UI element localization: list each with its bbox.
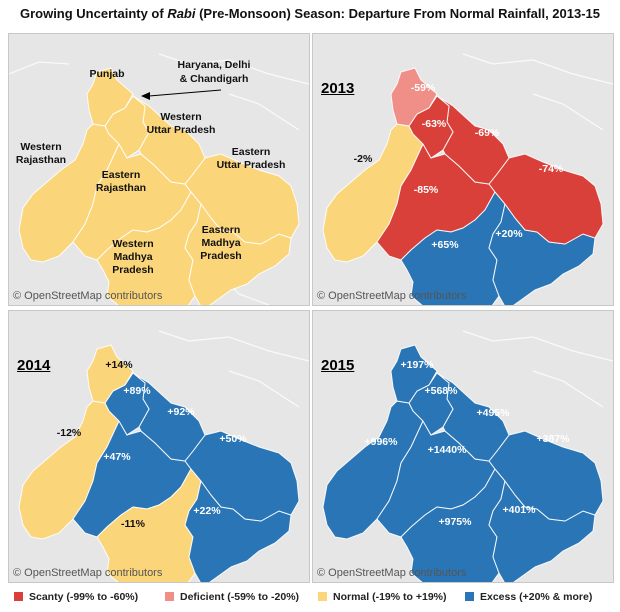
value-emp: +22%	[193, 505, 221, 517]
legend-swatch	[14, 592, 23, 601]
value-eup: +387%	[537, 433, 571, 445]
year-label: 2014	[17, 357, 51, 374]
label-wup-line2: Uttar Pradesh	[147, 124, 216, 136]
value-eraj: +1440%	[428, 444, 467, 456]
legend-swatch	[465, 592, 474, 601]
map-2015: +197% +568% +495% +387% +996% +1440% +97…	[322, 330, 613, 582]
value-wmp: -11%	[121, 518, 146, 530]
chart-title: Growing Uncertainty of Rabi (Pre-Monsoon…	[19, 6, 601, 21]
value-wmp: +65%	[431, 239, 459, 251]
value-haryana: +568%	[425, 385, 459, 397]
legend-item-deficient: Deficient (-59% to -20%)	[165, 591, 299, 603]
label-eraj-line2: Rajasthan	[96, 182, 146, 194]
value-emp: +401%	[503, 504, 537, 516]
label-eraj-line1: Eastern	[102, 169, 141, 181]
panel-2015: +197% +568% +495% +387% +996% +1440% +97…	[312, 310, 614, 583]
value-eraj: -85%	[414, 184, 439, 196]
year-label: 2015	[321, 357, 355, 374]
value-punjab: -59%	[411, 82, 436, 94]
label-haryana-line1: Haryana, Delhi	[178, 59, 251, 71]
value-wup: +495%	[477, 407, 511, 419]
label-emp-line2: Madhya	[201, 237, 240, 249]
year-label: 2013	[321, 80, 355, 97]
panel-2013: -59% -63% -69% -74% -2% -85% +65% +20% 2…	[312, 33, 614, 306]
value-wup: +92%	[167, 406, 195, 418]
value-punjab: +197%	[401, 359, 435, 371]
value-haryana: +89%	[123, 385, 151, 397]
legend-item-excess: Excess (+20% & more)	[465, 591, 592, 603]
map-background-lines	[158, 330, 309, 408]
label-wraj-line1: Western	[20, 141, 61, 153]
value-wmp: +975%	[439, 516, 473, 528]
label-haryana-line2: & Chandigarh	[180, 73, 249, 85]
legend-item-normal: Normal (-19% to +19%)	[318, 591, 447, 603]
map-background-lines	[462, 330, 613, 408]
attribution: © OpenStreetMap contributors	[317, 290, 467, 302]
label-wup-line1: Western	[160, 111, 201, 123]
value-eraj: +47%	[103, 451, 131, 463]
haryana-pointer-arrow	[141, 89, 222, 100]
panel-2014: +14% +89% +92% +50% -12% +47% -11% +22% …	[8, 310, 310, 583]
map-2014: +14% +89% +92% +50% -12% +47% -11% +22%	[18, 330, 309, 582]
value-haryana: -63%	[422, 118, 447, 130]
label-wmp-line1: Western	[112, 238, 153, 250]
value-wraj: +996%	[365, 436, 399, 448]
regions-map: Punjab Haryana, Delhi & Chandigarh Weste…	[9, 53, 309, 305]
map-background-lines	[462, 53, 613, 131]
value-wup: -69%	[475, 127, 500, 139]
attribution: © OpenStreetMap contributors	[13, 290, 163, 302]
label-emp-line3: Pradesh	[200, 250, 241, 262]
value-emp: +20%	[495, 228, 523, 240]
label-wraj-line2: Rajasthan	[16, 154, 66, 166]
attribution: © OpenStreetMap contributors	[317, 567, 467, 579]
value-wraj: -12%	[57, 427, 82, 439]
legend-swatch	[318, 592, 327, 601]
legend-item-scanty: Scanty (-99% to -60%)	[14, 591, 138, 603]
value-wraj: -2%	[354, 153, 373, 165]
panel-regions: Punjab Haryana, Delhi & Chandigarh Weste…	[8, 33, 310, 306]
attribution: © OpenStreetMap contributors	[13, 567, 163, 579]
label-wmp-line3: Pradesh	[112, 264, 153, 276]
label-punjab: Punjab	[89, 68, 124, 80]
value-eup: +50%	[219, 433, 247, 445]
label-eup-line2: Uttar Pradesh	[217, 159, 286, 171]
value-punjab: +14%	[105, 359, 133, 371]
label-emp-line1: Eastern	[202, 224, 241, 236]
value-eup: -74%	[539, 163, 564, 175]
label-eup-line1: Eastern	[232, 146, 271, 158]
map-2013: -59% -63% -69% -74% -2% -85% +65% +20%	[322, 53, 613, 305]
label-wmp-line2: Madhya	[113, 251, 152, 263]
legend-swatch	[165, 592, 174, 601]
legend: Scanty (-99% to -60%) Deficient (-59% to…	[0, 591, 620, 607]
